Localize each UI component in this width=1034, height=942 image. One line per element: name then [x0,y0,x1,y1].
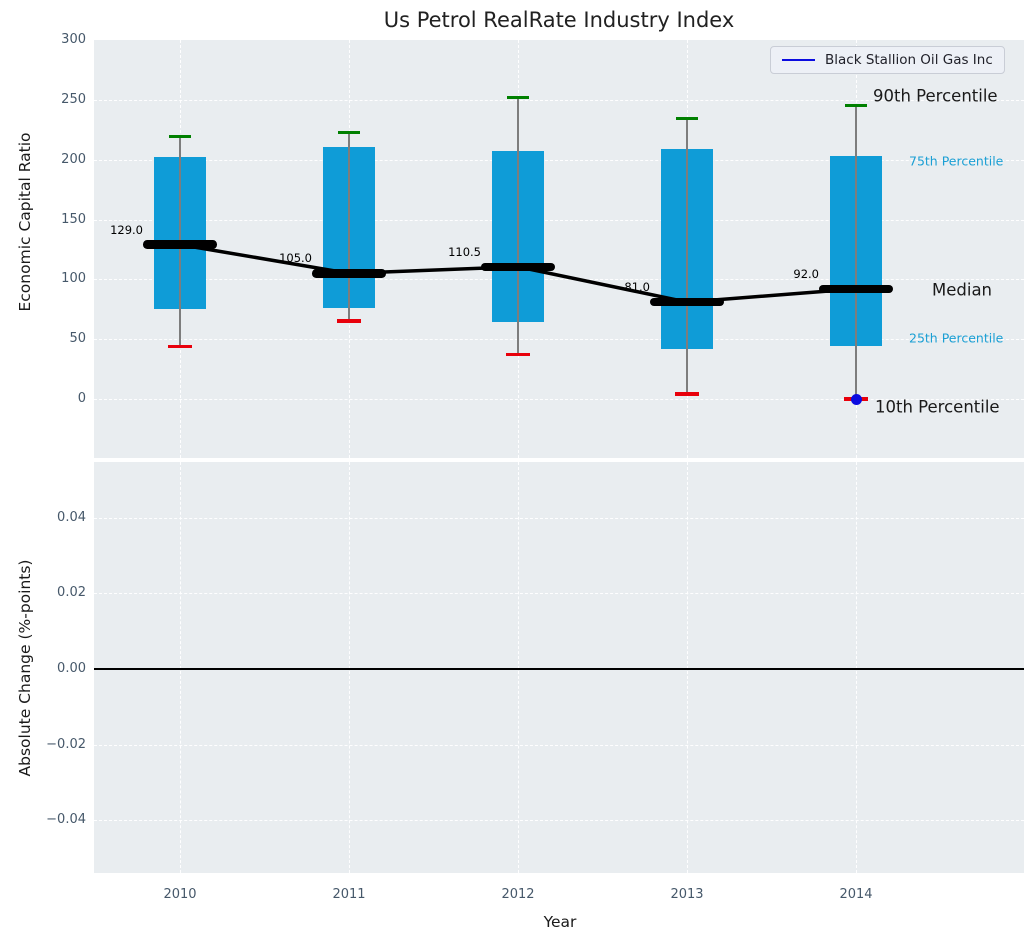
median-value-label-2010: 129.0 [110,222,143,237]
xtick-label: 2010 [163,887,197,902]
xtick-label: 2012 [501,887,535,902]
median-value-label-2014: 92.0 [793,266,819,281]
gridline-v [180,462,181,873]
gridline-h [94,99,1024,101]
whisker-2011 [348,132,350,322]
ytick-label-top: 200 [61,151,86,167]
ytick-label-top: 100 [61,271,86,287]
median-value-label-2012: 110.5 [448,244,481,259]
xtick-label: 2013 [670,887,704,902]
whisker-2013 [686,118,688,395]
cap-10th-2012 [506,352,530,357]
median-bar-2013 [650,297,724,307]
annotation-median: Median [932,280,993,300]
gridline-h [94,593,1024,595]
xtick-label: 2014 [839,887,873,902]
x-axis-label: Year [543,913,577,931]
gridline-v [518,462,519,873]
annotation-90th-percentile: 90th Percentile [873,86,998,106]
gridline-h [94,279,1024,281]
gridline-h [94,219,1024,221]
median-bar-2014 [819,284,893,294]
gridline-v [856,462,857,873]
gridline-v [687,462,688,873]
ytick-label-top: 250 [61,91,86,107]
chart-title: Us Petrol RealRate Industry Index [383,8,735,32]
annotation-25th-percentile: 25th Percentile [909,330,1004,346]
legend-series-label: Black Stallion Oil Gas Inc [825,52,993,68]
ytick-label-top: 150 [61,211,86,227]
y-axis-label-top: Economic Capital Ratio [16,132,34,312]
gridline-h [94,399,1024,400]
xtick-label: 2011 [332,887,366,902]
plot-economic-capital-ratio: 129.0 105.0 110.5 81.0 92.0 90th Percentile 75… [94,40,1024,458]
ytick-label-top: 300 [61,32,86,47]
cap-90th-2012 [507,95,529,99]
company-point-2014 [850,393,862,405]
median-bar-2012 [481,262,555,272]
median-bar-2010 [143,240,217,249]
ytick-label-bottom: 0.02 [57,585,86,601]
ytick-label-bottom: −0.04 [46,812,86,828]
legend: Black Stallion Oil Gas Inc [770,46,1005,74]
whisker-2012 [517,97,519,355]
cap-90th-2013 [676,117,698,121]
gridline-h [94,744,1024,746]
legend-line-swatch [782,59,815,61]
median-value-label-2013: 81.0 [624,280,650,295]
y-axis-label-bottom: Absolute Change (%-points) [16,559,34,777]
cap-10th-2010 [168,344,192,349]
gridline-h [94,517,1024,519]
annotation-75th-percentile: 75th Percentile [909,153,1004,169]
median-bar-2011 [312,269,386,278]
cap-10th-2011 [337,319,361,323]
cap-90th-2011 [338,130,360,134]
cap-10th-2013 [675,392,699,396]
gridline-h [94,159,1024,161]
gridline-v [349,462,350,873]
gridline-h [94,339,1024,341]
cap-90th-2010 [169,135,191,139]
ytick-label-bottom: 0.00 [57,661,86,676]
gridline-h [94,820,1024,822]
cap-90th-2014 [845,104,867,108]
whisker-2014 [855,105,857,399]
annotation-10th-percentile: 10th Percentile [875,397,1000,417]
ytick-label-top: 0 [77,391,86,406]
plot-absolute-change [94,462,1024,873]
zero-line [94,668,1024,670]
ytick-label-bottom: −0.02 [46,736,86,752]
ytick-label-bottom: 0.04 [57,509,86,525]
median-value-label-2011: 105.0 [279,251,312,266]
ytick-label-top: 50 [69,331,86,347]
